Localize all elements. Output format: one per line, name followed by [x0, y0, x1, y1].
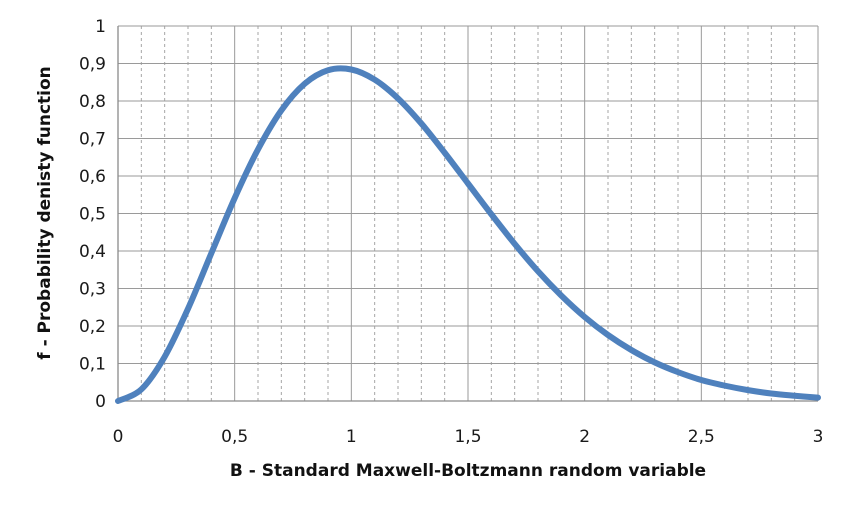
x-tick-label: 2: [579, 427, 590, 447]
y-tick-label: 0,5: [79, 205, 106, 225]
x-tick-labels: 0 0,5 1 1,5 2 2,5 3: [113, 427, 824, 447]
x-tick-label: 2,5: [688, 427, 715, 447]
series-group: [115, 65, 821, 404]
axes: [117, 26, 818, 402]
grid: [118, 25, 819, 401]
series-line: [115, 65, 821, 404]
x-tick-label: 3: [813, 427, 824, 447]
y-tick-label: 0,7: [79, 130, 106, 150]
x-axis-title: B - Standard Maxwell-Boltzmann random va…: [230, 461, 706, 481]
y-tick-labels: 0 0,1 0,2 0,3 0,4 0,5 0,6 0,7 0,8 0,9 1: [79, 17, 106, 412]
y-tick-label: 0,8: [79, 92, 106, 112]
y-tick-label: 0,2: [79, 317, 106, 337]
y-axis-title: f - Probability denisty function: [35, 66, 55, 360]
x-tick-label: 1: [346, 427, 357, 447]
y-tick-label: 0,9: [79, 55, 106, 75]
x-tick-label: 1,5: [454, 427, 481, 447]
y-tick-label: 0: [95, 392, 106, 412]
y-tick-label: 0,3: [79, 280, 106, 300]
y-tick-label: 0,1: [79, 355, 106, 375]
x-tick-label: 0: [113, 427, 124, 447]
x-tick-label: 0,5: [221, 427, 248, 447]
y-tick-label: 1: [95, 17, 106, 37]
y-tick-label: 0,4: [79, 242, 106, 262]
y-tick-label: 0,6: [79, 167, 106, 187]
